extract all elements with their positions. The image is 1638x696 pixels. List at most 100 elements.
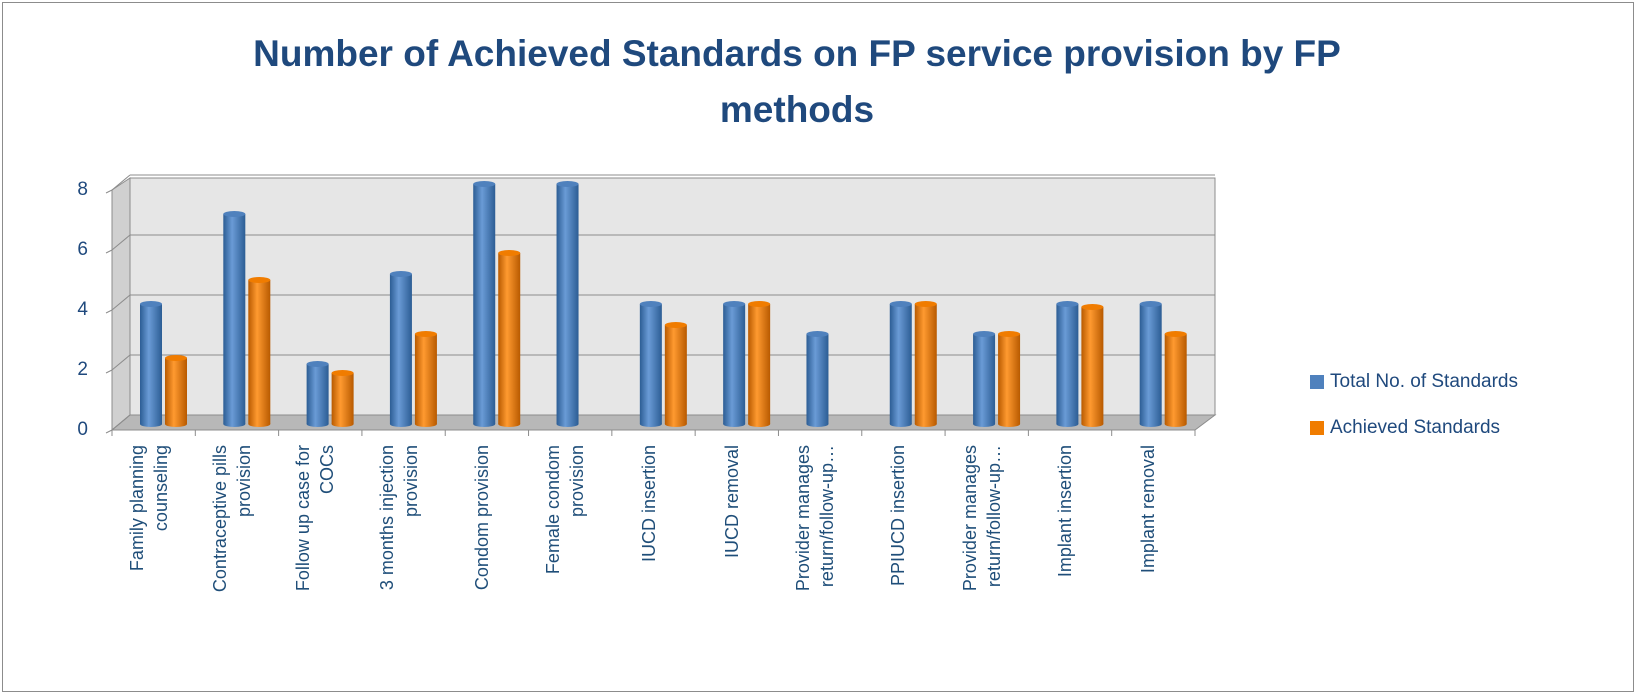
bar-base	[306, 421, 329, 427]
x-tick-label: Female condom provision	[537, 445, 593, 625]
bar-top	[1056, 301, 1079, 307]
y-tick	[105, 429, 113, 434]
y-tick-label: 6	[77, 239, 88, 260]
bar	[664, 325, 687, 424]
bar	[1139, 304, 1162, 424]
x-tick-label: Contraceptive pills provision	[204, 445, 260, 625]
bar-top	[664, 322, 687, 328]
bar-base	[1081, 421, 1104, 427]
x-tick-text: Implant insertion	[1055, 445, 1076, 578]
x-tick-label: Family planning counseling	[121, 445, 177, 625]
bar	[1164, 334, 1187, 424]
x-tick-text: Provider manages return/follow-up…	[959, 445, 1004, 592]
x-tick-label: IUCD removal	[704, 445, 760, 625]
x-tick-label: Implant removal	[1120, 445, 1176, 625]
bar-base	[498, 421, 521, 427]
bar	[1081, 307, 1104, 424]
bar-top	[306, 361, 329, 367]
bar-top	[331, 370, 354, 376]
bar-top	[248, 277, 271, 283]
bar-base	[1164, 421, 1187, 427]
x-tick-label: Condom provision	[454, 445, 510, 625]
x-tick-text: IUCD removal	[721, 445, 742, 559]
bar	[723, 304, 746, 424]
grid-line	[111, 294, 131, 311]
y-tick-label: 0	[77, 419, 88, 440]
bar	[331, 373, 354, 424]
bar	[914, 304, 937, 424]
grid-line	[111, 234, 131, 251]
bar-top	[973, 331, 996, 337]
bar-top	[140, 301, 162, 307]
bar	[248, 280, 271, 424]
bar-top	[414, 331, 437, 337]
x-tick-text: Family planning counseling	[126, 445, 171, 572]
bar-base	[165, 421, 187, 427]
bar-base	[556, 421, 579, 427]
bar	[639, 304, 662, 424]
bar	[998, 334, 1021, 424]
side-wall	[111, 177, 131, 432]
x-tick-text: Follow up case for COCs	[293, 445, 338, 592]
bar-base	[998, 421, 1021, 427]
bar-top	[998, 331, 1021, 337]
bar-top	[389, 271, 412, 277]
bar-top	[889, 301, 912, 307]
bar-base	[889, 421, 912, 427]
bar-top	[914, 301, 937, 307]
legend-label: Total No. of Standards	[1330, 371, 1518, 392]
x-tick-text: Condom provision	[471, 445, 492, 591]
bar-base	[914, 421, 937, 427]
bar	[306, 364, 329, 424]
bar-base	[723, 421, 746, 427]
legend-swatch	[1310, 375, 1324, 389]
bar-base	[414, 421, 437, 427]
bar-top	[748, 301, 771, 307]
bar	[748, 304, 771, 424]
x-tick-label: IUCD insertion	[621, 445, 677, 625]
x-tick-text: PPIUCD insertion	[888, 445, 909, 587]
bar-base	[748, 421, 771, 427]
bar	[165, 358, 187, 424]
y-tick	[105, 249, 113, 254]
y-tick	[105, 369, 113, 374]
x-tick-label: 3 months injection provision	[371, 445, 427, 625]
bar	[223, 214, 246, 424]
legend-label: Achieved Standards	[1330, 417, 1500, 438]
legend-swatch	[1310, 421, 1324, 435]
x-tick-text: IUCD insertion	[638, 445, 659, 563]
x-tick-text: Provider manages return/follow-up…	[793, 445, 838, 592]
bar-top	[723, 301, 746, 307]
x-tick-text: 3 months injection provision	[376, 445, 421, 591]
bar-base	[331, 421, 354, 427]
bar-top	[556, 181, 579, 187]
bar-top	[639, 301, 662, 307]
bar	[140, 304, 162, 424]
bar	[556, 184, 579, 424]
x-tick-text: Implant removal	[1138, 445, 1159, 574]
x-tick-label: Follow up case for COCs	[287, 445, 343, 625]
bar-base	[389, 421, 412, 427]
bar-top	[806, 331, 829, 337]
y-tick-label: 8	[77, 179, 88, 200]
floor	[110, 414, 1217, 431]
x-tick-label: Provider manages return/follow-up…	[954, 445, 1010, 625]
bar-base	[806, 421, 829, 427]
bar-top	[1139, 301, 1162, 307]
bar-top	[1081, 304, 1104, 310]
grid-line	[111, 354, 131, 371]
bar-base	[973, 421, 996, 427]
bar	[806, 334, 829, 424]
y-tick	[105, 189, 113, 194]
bar-top	[473, 181, 496, 187]
bar	[473, 184, 496, 424]
bar-base	[223, 421, 246, 427]
bar-base	[1056, 421, 1079, 427]
bar-base	[639, 421, 662, 427]
grid-line	[111, 174, 131, 191]
bar-base	[140, 421, 162, 427]
chart-title: Number of Achieved Standards on FP servi…	[253, 33, 1341, 130]
bar-top	[1164, 331, 1187, 337]
